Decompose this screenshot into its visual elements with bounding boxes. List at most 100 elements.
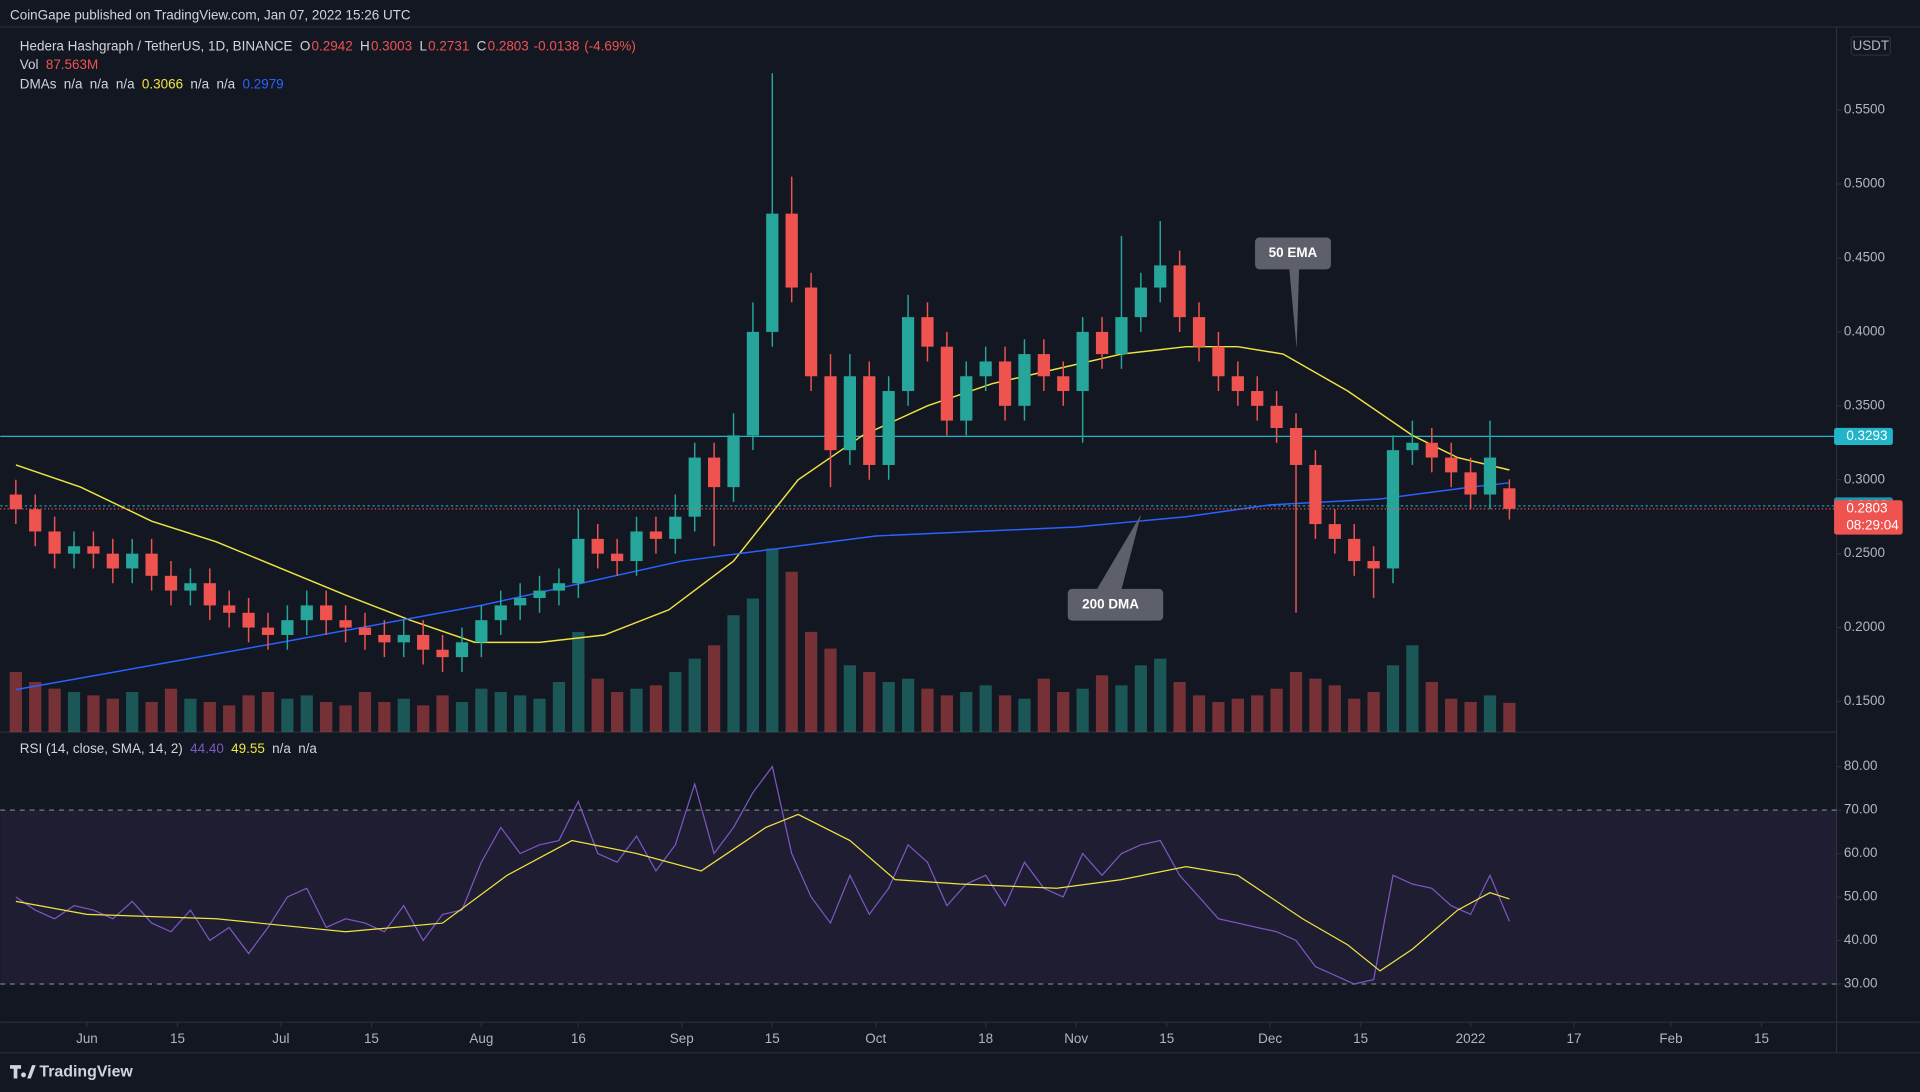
candle-body	[669, 516, 682, 539]
line-series	[15, 813, 1510, 972]
legend-item: O	[300, 38, 310, 53]
x-tick-label: Feb	[1659, 1031, 1682, 1046]
last-price-tag	[1834, 500, 1903, 535]
price-tag-label: 0.3293	[1846, 428, 1887, 443]
candle-body	[242, 612, 255, 628]
candle-body	[1095, 331, 1109, 355]
volume-bar	[397, 698, 410, 733]
last-price-label: 0.2803	[1846, 500, 1887, 515]
x-tick-label: Dec	[1258, 1031, 1282, 1046]
volume-bar	[1212, 702, 1225, 733]
callouts: 50 EMA 200 DMA	[1067, 237, 1331, 621]
candle-body	[29, 509, 42, 532]
y-tick-label: 0.2500	[1844, 545, 1885, 560]
volume-bar	[320, 702, 333, 733]
volume-bar	[378, 702, 391, 733]
x-tick-label: 15	[1353, 1031, 1368, 1046]
candle-body	[707, 457, 721, 488]
volume-bar	[998, 695, 1012, 733]
volume-bar	[669, 671, 682, 733]
callout-box	[1255, 237, 1331, 349]
volume-bar	[785, 571, 798, 733]
legend-item: n/a	[64, 76, 83, 91]
candle-body	[979, 361, 992, 377]
legend-item: n/a	[298, 741, 317, 756]
legend-item: 0.3003	[371, 38, 412, 53]
candle-body	[766, 213, 779, 332]
volume-bar	[591, 678, 604, 733]
candle-body	[514, 597, 527, 606]
volume-bar	[843, 665, 857, 733]
volume-bar	[1057, 692, 1070, 733]
legend-item: Vol	[20, 56, 39, 71]
y-tick-label: 40.00	[1844, 932, 1878, 947]
volume-bar	[475, 688, 488, 733]
candle-body	[1192, 317, 1206, 347]
volume-bar	[164, 688, 178, 733]
legend-item: 87.563M	[46, 56, 98, 71]
volume-bar	[1386, 665, 1400, 733]
candle-body	[184, 583, 197, 591]
brand: TradingView	[39, 1064, 133, 1081]
y-tick-label: 50.00	[1844, 889, 1878, 904]
x-tick-label: 17	[1567, 1031, 1582, 1046]
candle-body	[397, 634, 410, 643]
legend-item: n/a	[90, 76, 109, 91]
volume-bar	[630, 688, 643, 733]
candle-body	[843, 376, 857, 451]
candle-body	[1173, 265, 1186, 318]
volume-bar	[261, 692, 275, 733]
volume-bar	[572, 631, 585, 733]
y-tick-label: 0.1500	[1844, 693, 1885, 708]
volume-bar	[184, 698, 197, 733]
candle-body	[1251, 391, 1264, 406]
legend-item: 49.55	[231, 741, 265, 756]
y-tick-label: 0.5500	[1844, 102, 1885, 117]
volume-bar	[960, 692, 973, 733]
candle-body	[572, 538, 585, 584]
candle-body	[630, 531, 643, 562]
candle-body	[863, 376, 876, 465]
volume-bar	[921, 688, 934, 733]
candle-body	[455, 642, 469, 658]
volume-bar	[436, 695, 449, 733]
volume-bar	[29, 681, 42, 733]
volume-bar	[533, 698, 546, 733]
volume-bar	[1251, 695, 1264, 733]
candle-body	[688, 457, 701, 517]
candle-body	[960, 376, 973, 421]
candle-body	[901, 317, 915, 392]
legend-item: C	[477, 38, 487, 53]
legend-item: L	[419, 38, 427, 53]
volume-bar	[300, 695, 313, 733]
volume-bar	[1464, 702, 1477, 733]
volume-bar	[358, 692, 372, 733]
volume-bar	[1289, 671, 1303, 733]
candle-body	[1037, 354, 1050, 377]
volume-bar	[455, 702, 469, 733]
volume-bar	[281, 698, 294, 733]
callout-label: 200 DMA	[1082, 596, 1139, 611]
volume-bar	[1309, 678, 1322, 733]
candle-body	[1231, 376, 1244, 392]
volume-bar	[882, 681, 895, 733]
volume-bar	[1483, 695, 1497, 733]
candle-body	[87, 546, 100, 554]
candle-body	[649, 531, 663, 539]
legend-item: n/a	[216, 76, 235, 91]
candle-body	[746, 331, 760, 436]
candle-body	[1289, 427, 1303, 465]
candle-body	[1309, 464, 1322, 525]
volume-bar	[223, 705, 236, 733]
volume-bar	[339, 705, 352, 733]
volume-bar	[746, 598, 760, 733]
y-tick-label: 0.4000	[1844, 323, 1885, 338]
legend-item: H	[360, 38, 370, 53]
legend-item: DMAs	[20, 76, 57, 91]
candle-body	[882, 391, 895, 465]
volume-bar	[649, 685, 663, 733]
volume-bar	[494, 692, 507, 733]
volume-bar	[1348, 698, 1361, 733]
candle-body	[1445, 457, 1458, 473]
